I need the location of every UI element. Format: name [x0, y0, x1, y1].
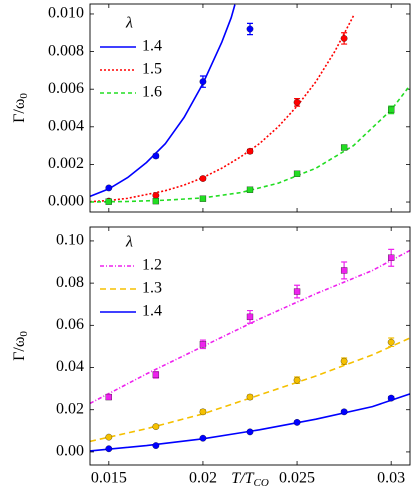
legend-label: 1.2 [142, 257, 162, 274]
x-tick-label: 0.025 [279, 470, 315, 487]
fit-line [90, 249, 410, 405]
y-tick-label: 0.02 [56, 400, 84, 417]
y-axis-label-main: Γ/ω [11, 337, 28, 361]
fit-line [90, 337, 410, 443]
marker [387, 338, 395, 346]
fit-line [90, 84, 410, 203]
marker [105, 433, 113, 441]
marker [246, 428, 254, 436]
marker [293, 170, 301, 177]
marker [340, 267, 348, 274]
x-tick-label: 0.02 [189, 470, 217, 487]
y-tick-label: 0.010 [48, 5, 84, 22]
marker [246, 393, 254, 401]
marker [152, 423, 160, 430]
y-tick-label: 0.04 [56, 358, 84, 375]
x-tick-label: 0.015 [91, 470, 127, 487]
y-tick-label: 0.10 [56, 232, 84, 249]
x-tick-label: 0.03 [377, 470, 405, 487]
frame [89, 3, 411, 213]
x-axis-label-main: T/T [231, 470, 254, 487]
marker [246, 313, 254, 321]
marker [293, 419, 301, 426]
fit-line [90, 4, 236, 198]
fit-line [90, 393, 410, 452]
y-tick-label: 0.06 [56, 316, 84, 333]
legend-label: 1.5 [142, 61, 162, 78]
y-axis-label-main: Γ/ω [11, 99, 28, 123]
marker [152, 197, 160, 205]
marker [340, 35, 348, 42]
marker [387, 394, 395, 402]
marker [293, 288, 301, 295]
x-axis-label: T/TCO [231, 470, 269, 489]
y-tick-label: 0.08 [56, 274, 84, 291]
marker [246, 186, 254, 193]
marker [105, 393, 112, 401]
marker [340, 144, 348, 151]
marker [152, 371, 160, 379]
marker [199, 434, 207, 442]
y-tick-label: 0.000 [48, 193, 84, 210]
legend-title: λ [125, 234, 133, 251]
legend-label: 1.3 [142, 280, 162, 297]
legend-label: 1.6 [142, 84, 162, 101]
marker [388, 254, 395, 261]
marker [246, 25, 254, 33]
y-axis-label: Γ/ω0 [11, 93, 30, 123]
marker [199, 195, 207, 202]
y-axis-label-sub: 0 [18, 93, 30, 99]
plot-area [90, 248, 410, 453]
fit-line [90, 15, 355, 203]
y-tick-label: 0.00 [56, 443, 84, 460]
marker [340, 408, 348, 416]
y-tick-label: 0.002 [48, 155, 84, 172]
marker [293, 376, 301, 384]
plot-area [90, 4, 410, 205]
marker [199, 341, 207, 348]
y-axis-label: Γ/ω0 [11, 331, 30, 361]
marker [199, 175, 207, 182]
marker [199, 78, 207, 86]
marker [105, 198, 112, 205]
marker [199, 408, 207, 416]
marker [105, 184, 113, 192]
x-axis-label-sub: CO [253, 477, 268, 489]
legend-label: 1.4 [142, 38, 162, 55]
marker [388, 106, 395, 114]
legend-title: λ [125, 15, 133, 32]
marker [152, 192, 160, 199]
y-tick-label: 0.006 [48, 80, 84, 97]
y-axis-label-sub: 0 [18, 331, 30, 337]
marker [340, 357, 348, 365]
marker [246, 147, 254, 155]
marker [105, 445, 113, 453]
marker [152, 442, 160, 449]
legend-label: 1.4 [142, 303, 162, 320]
y-tick-label: 0.004 [48, 117, 84, 134]
marker [152, 152, 160, 160]
frame [89, 226, 411, 466]
y-tick-label: 0.008 [48, 42, 84, 59]
marker [293, 99, 301, 106]
